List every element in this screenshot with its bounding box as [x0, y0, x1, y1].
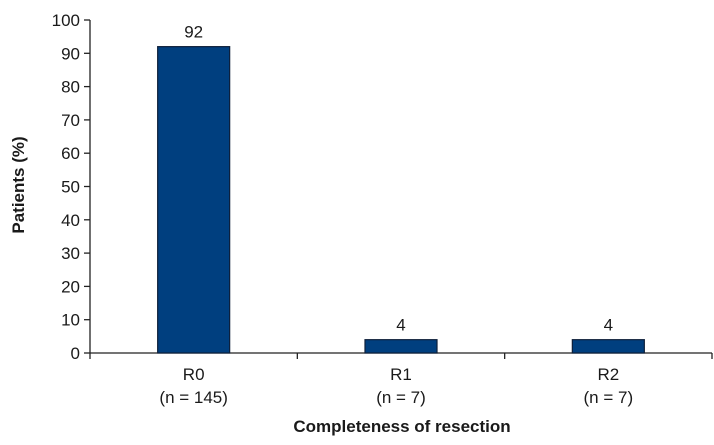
y-tick-label: 80: [61, 78, 80, 97]
data-label-r1: 4: [396, 316, 405, 335]
bar-r1: [364, 339, 438, 354]
y-tick-label: 90: [61, 44, 80, 63]
x-tick-sublabel: (n = 7): [376, 388, 426, 407]
x-tick-label: R1: [390, 365, 412, 384]
data-labels: 92 4 4: [184, 23, 613, 335]
data-label-r0: 92: [184, 23, 203, 42]
y-tick-label: 10: [61, 311, 80, 330]
y-axis-title: Patients (%): [9, 136, 28, 233]
x-tick-sublabel: (n = 7): [584, 388, 634, 407]
x-tick-label: R2: [597, 365, 619, 384]
y-tick-label: 20: [61, 277, 80, 296]
x-axis-title: Completeness of resection: [293, 417, 510, 436]
x-tick-label: R0: [183, 365, 205, 384]
x-tick-sublabel: (n = 145): [159, 388, 228, 407]
x-axis: R0 (n = 145) R1 (n = 7) R2 (n = 7): [89, 352, 713, 407]
data-label-r2: 4: [604, 316, 613, 335]
bars: [157, 46, 645, 354]
y-tick-label: 60: [61, 144, 80, 163]
y-tick-label: 30: [61, 244, 80, 263]
bar-r0: [157, 46, 231, 354]
y-tick-label: 40: [61, 211, 80, 230]
bar-r2: [571, 339, 645, 354]
y-tick-label: 70: [61, 111, 80, 130]
y-tick-label: 0: [71, 344, 80, 363]
y-tick-label: 50: [61, 178, 80, 197]
y-tick-label: 100: [52, 11, 80, 30]
y-axis: 0 10 20 30 40 50 60 70 80 90 100: [52, 11, 91, 363]
